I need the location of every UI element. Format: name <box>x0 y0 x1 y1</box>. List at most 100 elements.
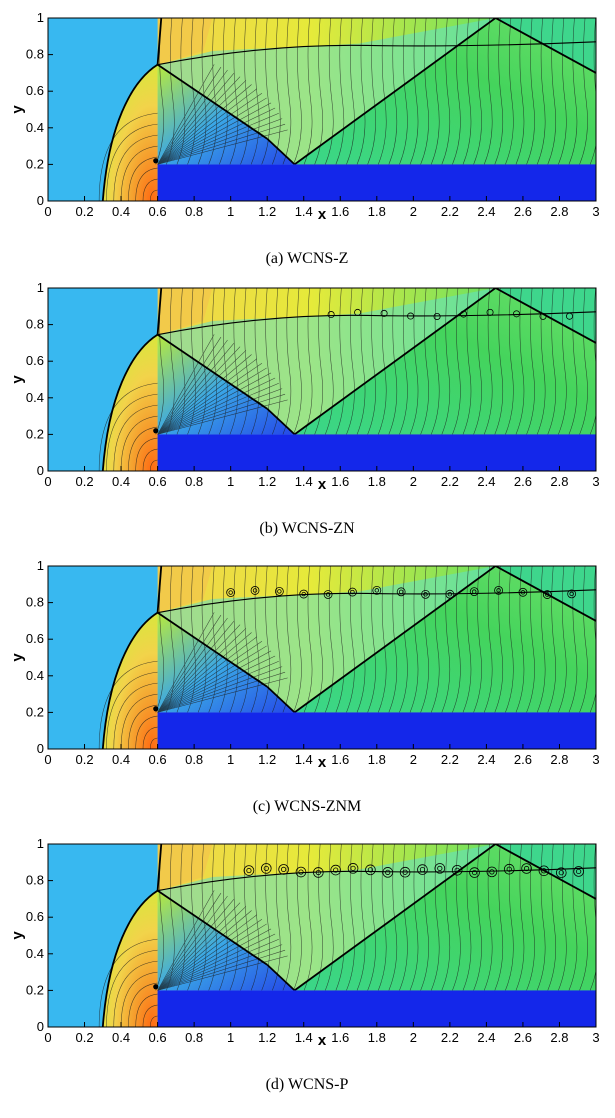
x-tick-label: 2.8 <box>550 204 568 219</box>
incident-shock <box>157 611 268 688</box>
contour-line <box>430 288 440 435</box>
contour-line <box>579 288 588 435</box>
stagnation-contour <box>106 393 158 471</box>
contour-line <box>420 566 429 713</box>
fan-line <box>157 88 258 165</box>
fan-line <box>157 650 272 713</box>
vortex <box>348 587 357 597</box>
fan-line <box>157 632 252 713</box>
contour-line <box>208 288 217 435</box>
fan-line <box>157 645 267 713</box>
vortex-core <box>228 590 233 595</box>
contour-line <box>420 288 429 435</box>
vortex-core <box>423 592 428 597</box>
stagnation-contour <box>142 1004 158 1027</box>
contour-line <box>399 18 408 165</box>
x-tick-label: 2 <box>410 752 417 767</box>
x-tick-label: 2.8 <box>550 752 568 767</box>
y-tick-label: 0.2 <box>26 704 44 719</box>
stagnation-contour <box>142 726 158 749</box>
fan-line <box>157 76 241 165</box>
contour-line <box>261 18 270 165</box>
fan-line <box>157 641 263 713</box>
x-tick-label: 1.4 <box>295 204 313 219</box>
fan-line <box>157 636 258 713</box>
stagnation-contour <box>128 982 158 1027</box>
fan-line <box>157 118 283 165</box>
contour-panel: 0 0.2 0.4 0.6 0.8 1 0 0.2 0.4 0.6 0.8 1 1.2 1.4 1.6 1.8… <box>9 280 600 537</box>
contour-line <box>399 844 408 991</box>
x-tick-label: 0.6 <box>149 474 167 489</box>
contour-line <box>494 844 504 991</box>
fan-line <box>157 621 235 713</box>
fan-line <box>157 906 247 991</box>
vortex <box>494 585 503 595</box>
fan-line <box>157 97 267 165</box>
x-tick-label: 1.8 <box>368 204 386 219</box>
contour-line <box>219 566 228 713</box>
contour-line <box>166 844 175 991</box>
fan-line <box>157 944 283 991</box>
x-tick-label: 2.4 <box>477 752 495 767</box>
incident-shock <box>157 63 268 140</box>
contour-line <box>240 566 249 713</box>
contour-line <box>356 288 366 435</box>
foot-shock <box>266 964 296 992</box>
plot-area <box>48 844 596 1027</box>
x-tick-label: 1.2 <box>258 752 276 767</box>
contour-line <box>452 566 461 713</box>
vortex-core <box>263 865 269 872</box>
y-tick-label: 1 <box>37 10 44 25</box>
fan-line <box>157 660 279 713</box>
y-tick-label: 0.8 <box>26 47 44 62</box>
corner-singularity <box>153 706 159 712</box>
contour-line <box>240 18 249 165</box>
vortex-core <box>523 865 530 872</box>
contour-line <box>229 288 239 435</box>
vortex-group <box>243 863 584 879</box>
vortex <box>434 863 446 874</box>
x-tick-label: 1 <box>227 474 234 489</box>
contour-line <box>441 844 451 991</box>
mach-stem <box>156 18 163 65</box>
y-tick-label: 0.4 <box>26 120 44 135</box>
x-tick-label: 0.2 <box>75 1030 93 1045</box>
x-tick-label: 1.6 <box>331 474 349 489</box>
stagnation-region <box>102 334 158 471</box>
slip-region <box>157 566 496 713</box>
fan-line <box>157 614 222 713</box>
x-tick-label: 0.4 <box>112 474 130 489</box>
expansion-fan <box>157 64 295 165</box>
x-tick-label: 1.8 <box>368 752 386 767</box>
vortex <box>250 586 260 595</box>
y-axis-label: y <box>9 105 26 114</box>
vortex-group <box>327 308 574 320</box>
contour-line <box>494 18 504 165</box>
contour-line <box>229 844 239 991</box>
fan-line <box>157 102 272 165</box>
stagnation-contour <box>113 404 158 471</box>
x-tick-label: 2.4 <box>477 1030 495 1045</box>
contour-panel: 0 0.2 0.4 0.6 0.8 1 0 0.2 0.4 0.6 0.8 1 1.2 1.4 1.6 1.8… <box>9 836 600 1093</box>
vortex <box>396 587 406 597</box>
y-axis-label: y <box>9 375 26 384</box>
x-tick-label: 0.2 <box>75 752 93 767</box>
fan-line <box>157 910 252 991</box>
stagnation-contour <box>106 671 158 749</box>
fan-line <box>157 399 288 435</box>
vortex <box>567 589 577 599</box>
contour-line <box>250 844 260 991</box>
reflected-shock <box>294 18 497 166</box>
plot-area <box>48 566 596 749</box>
stagnation-contour <box>135 437 158 471</box>
vortex <box>469 867 480 878</box>
contour-lines <box>98 566 596 749</box>
contour-line <box>526 844 535 991</box>
vortex <box>274 587 284 596</box>
fan-line <box>157 334 215 435</box>
contour-line <box>494 288 504 435</box>
y-tick-label: 0.4 <box>26 946 44 961</box>
stagnation-contour <box>128 704 158 749</box>
vortex-core <box>350 865 356 871</box>
contour-line <box>346 844 355 991</box>
